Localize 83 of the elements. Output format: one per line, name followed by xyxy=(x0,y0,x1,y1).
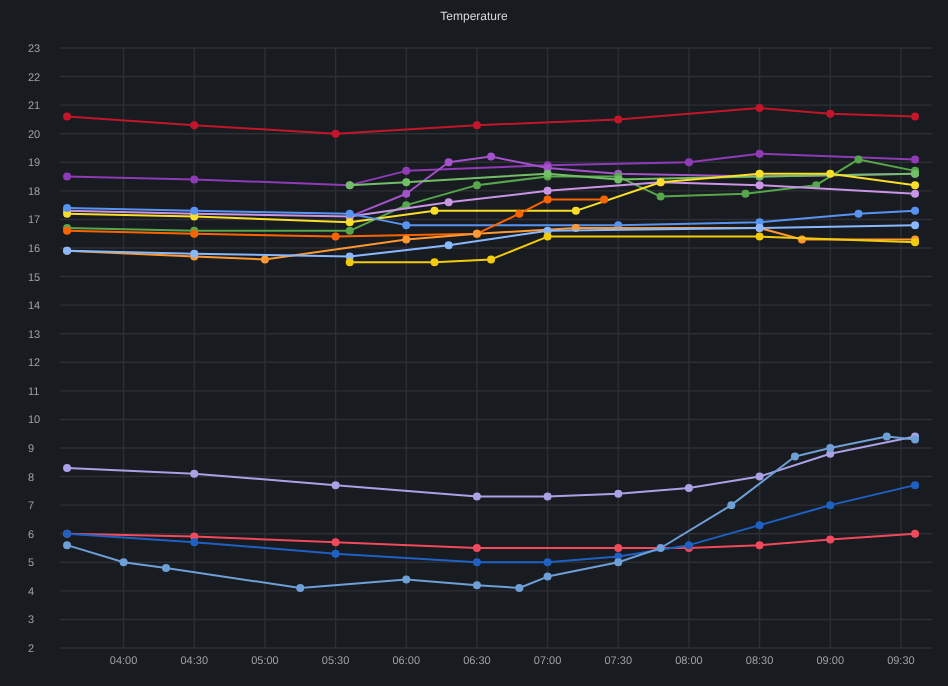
point xyxy=(826,444,835,452)
point xyxy=(472,492,481,501)
point xyxy=(614,489,623,498)
point xyxy=(444,241,453,250)
point xyxy=(543,558,552,567)
point xyxy=(190,469,199,478)
point xyxy=(331,481,340,490)
point xyxy=(826,109,835,118)
point xyxy=(755,541,764,550)
point xyxy=(826,535,835,544)
point xyxy=(826,169,835,178)
point xyxy=(430,206,439,215)
point xyxy=(444,198,453,207)
point xyxy=(119,558,128,567)
point xyxy=(487,152,496,161)
point xyxy=(571,206,580,215)
point xyxy=(755,149,764,158)
point xyxy=(656,192,665,201)
point xyxy=(755,521,764,530)
point xyxy=(190,121,199,130)
point xyxy=(345,226,354,235)
point xyxy=(543,195,552,204)
point xyxy=(402,178,411,187)
point xyxy=(444,158,453,167)
point xyxy=(472,121,481,130)
point xyxy=(430,258,439,267)
point xyxy=(741,189,750,198)
point xyxy=(911,112,920,121)
point xyxy=(911,529,920,538)
point xyxy=(755,104,764,112)
point xyxy=(614,544,623,552)
point xyxy=(63,112,72,121)
point xyxy=(190,538,199,547)
point xyxy=(911,181,920,190)
point xyxy=(472,558,481,567)
point xyxy=(911,206,920,215)
point xyxy=(402,235,411,244)
point xyxy=(600,195,609,204)
point xyxy=(472,581,481,590)
point xyxy=(755,232,764,241)
point xyxy=(402,166,411,175)
point xyxy=(911,189,920,198)
point xyxy=(543,232,552,241)
point xyxy=(854,155,863,164)
point xyxy=(63,464,72,472)
point xyxy=(402,575,411,584)
point xyxy=(472,544,481,552)
point xyxy=(296,584,305,592)
point xyxy=(656,544,665,552)
point xyxy=(911,221,920,230)
point xyxy=(515,209,524,218)
point xyxy=(911,481,920,490)
point xyxy=(684,158,693,167)
point xyxy=(345,258,354,267)
point xyxy=(790,452,799,461)
point xyxy=(487,255,496,264)
point xyxy=(63,172,72,181)
point xyxy=(826,501,835,510)
point xyxy=(331,129,340,138)
point xyxy=(755,181,764,190)
point xyxy=(543,572,552,581)
point xyxy=(190,175,199,184)
point xyxy=(614,558,623,567)
point xyxy=(331,232,340,241)
point xyxy=(345,218,354,227)
point xyxy=(543,492,552,501)
point xyxy=(515,584,524,592)
point xyxy=(402,221,411,230)
point xyxy=(472,181,481,190)
point xyxy=(854,209,863,218)
point xyxy=(543,186,552,195)
point xyxy=(331,549,340,558)
point xyxy=(684,484,693,492)
point xyxy=(331,538,340,547)
point xyxy=(63,541,72,550)
point xyxy=(755,472,764,481)
point xyxy=(402,189,411,198)
point xyxy=(614,115,623,124)
point xyxy=(911,155,920,164)
point xyxy=(727,501,736,510)
point xyxy=(882,432,891,441)
point xyxy=(260,255,269,264)
point xyxy=(162,564,170,572)
